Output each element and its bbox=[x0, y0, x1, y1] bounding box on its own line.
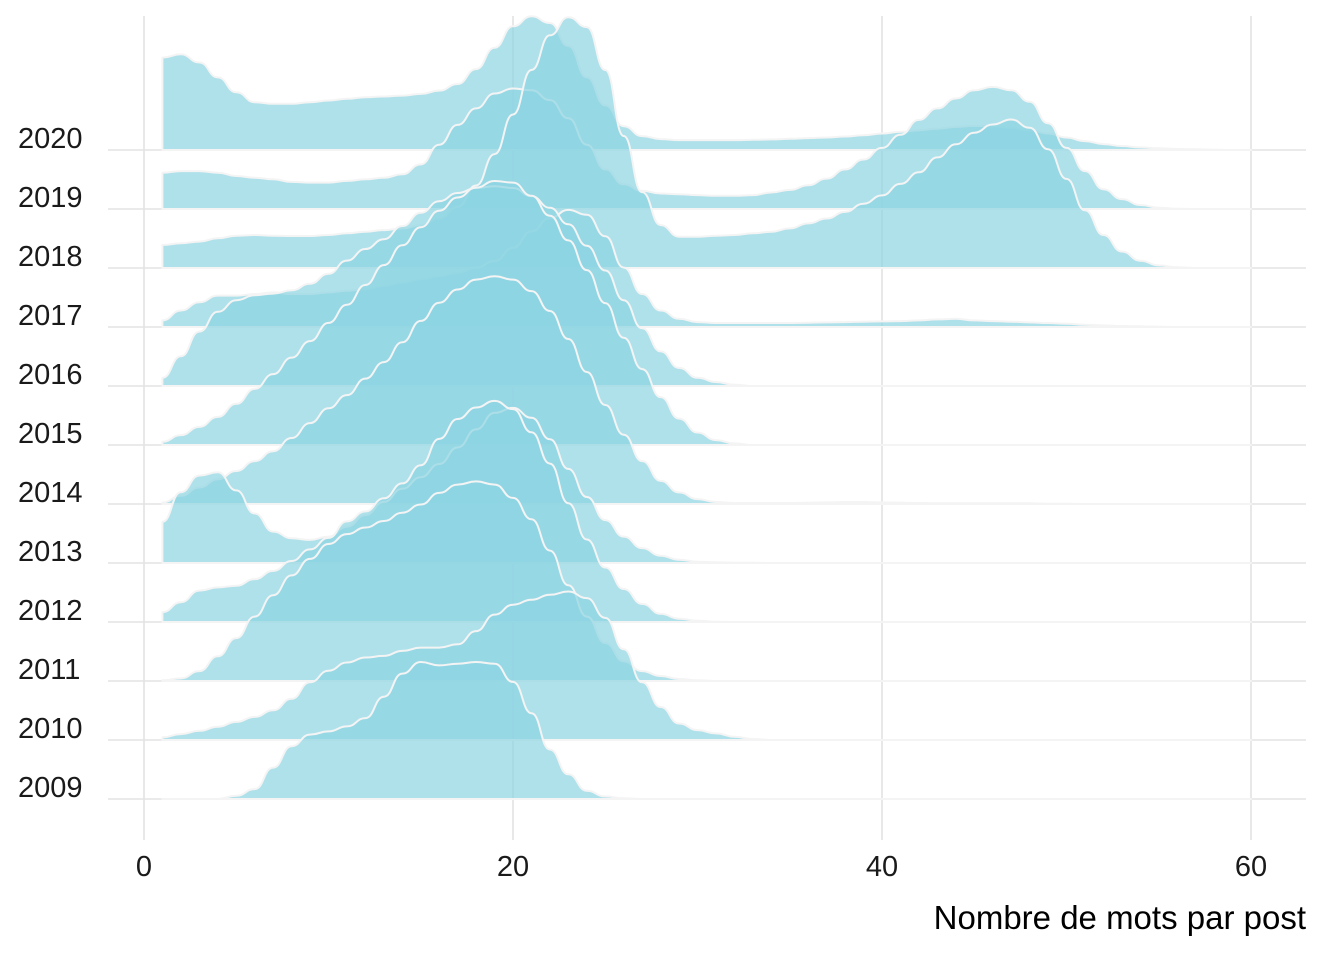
y-tick-label-2016: 2016 bbox=[18, 359, 83, 391]
ridge-2020 bbox=[161, 15, 1252, 152]
x-axis-title: Nombre de mots par post bbox=[934, 899, 1306, 936]
y-tick-label-2017: 2017 bbox=[18, 300, 83, 332]
ridges bbox=[161, 15, 1252, 800]
y-tick-label-2015: 2015 bbox=[18, 418, 83, 450]
x-tick-label-0: 0 bbox=[136, 851, 152, 883]
y-tick-label-2014: 2014 bbox=[18, 477, 83, 509]
y-tick-label-2018: 2018 bbox=[18, 241, 83, 273]
x-tick-labels: 0 20 40 60 bbox=[136, 851, 1267, 883]
x-tick-label-1: 20 bbox=[497, 851, 529, 883]
y-tick-label-2012: 2012 bbox=[18, 595, 83, 627]
y-tick-label-2013: 2013 bbox=[18, 536, 83, 568]
ridge-2011 bbox=[161, 480, 1252, 682]
ridge-2018 bbox=[161, 16, 1252, 269]
y-tick-labels: 2009 2010 2011 2012 2013 2014 2015 2016 2017 2018… bbox=[18, 123, 83, 804]
y-tick-label-2010: 2010 bbox=[18, 713, 83, 745]
x-tick-label-3: 60 bbox=[1235, 851, 1267, 883]
y-tick-label-2019: 2019 bbox=[18, 182, 83, 214]
y-tick-label-2020: 2020 bbox=[18, 123, 83, 155]
y-tick-label-2009: 2009 bbox=[18, 772, 83, 804]
x-tick-label-2: 40 bbox=[866, 851, 898, 883]
y-tick-label-2011: 2011 bbox=[18, 654, 80, 686]
ridge-2009 bbox=[161, 661, 1252, 800]
